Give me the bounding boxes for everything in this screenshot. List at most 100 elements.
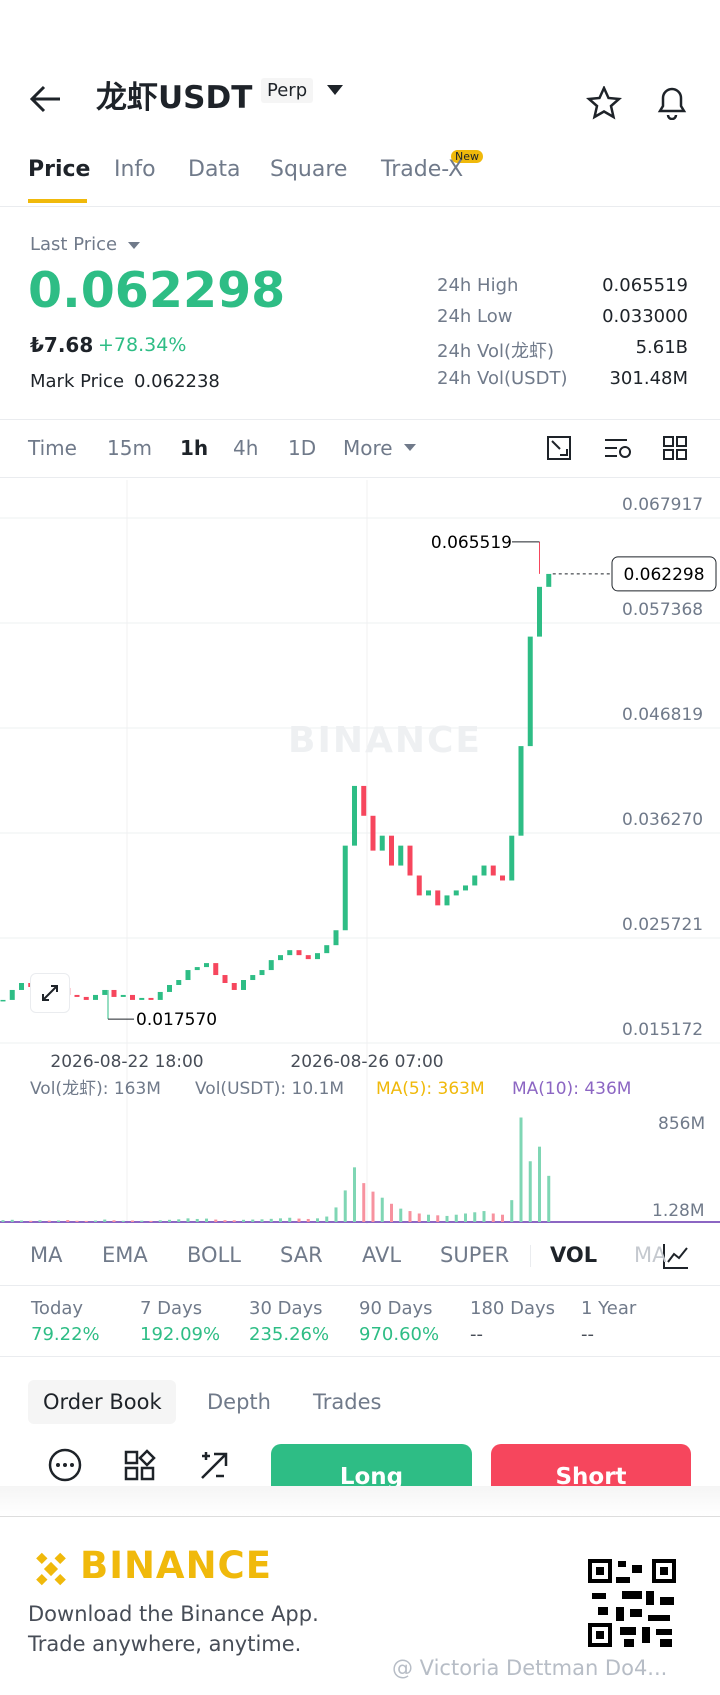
- candle: [361, 785, 367, 816]
- timeframe[interactable]: 1D: [288, 436, 317, 460]
- volume-bar: [353, 1167, 356, 1222]
- volume-bar: [260, 1219, 264, 1222]
- candle: [537, 586, 542, 637]
- candle: [0, 999, 6, 1002]
- candle: [518, 746, 524, 836]
- volume-bar: [491, 1213, 495, 1222]
- indicator[interactable]: AVL: [362, 1243, 402, 1267]
- volume-bar: [103, 1219, 107, 1222]
- return-label: Today: [31, 1298, 84, 1319]
- candle: [490, 865, 496, 876]
- volume-bar: [195, 1218, 199, 1222]
- return-value: 235.26%: [249, 1324, 330, 1345]
- return-label: 7 Days: [140, 1298, 203, 1319]
- volume-bar: [380, 1197, 384, 1222]
- candle: [444, 895, 450, 906]
- candle: [74, 994, 80, 997]
- indicator[interactable]: VOL: [550, 1243, 598, 1267]
- back-icon[interactable]: [28, 84, 64, 114]
- candle: [185, 970, 191, 981]
- stat-label: 24h Vol(USDT): [437, 368, 568, 389]
- timeframe[interactable]: 4h: [233, 436, 259, 460]
- volume-bar: [10, 1219, 14, 1222]
- volume-bar: [528, 1161, 532, 1222]
- tab[interactable]: Info: [114, 157, 156, 182]
- candle: [398, 845, 404, 866]
- volume-bar: [390, 1203, 393, 1222]
- chart-tools[interactable]: [546, 434, 706, 464]
- volume-bar: [205, 1218, 208, 1222]
- book-tab[interactable]: Trades: [313, 1390, 382, 1414]
- volume-bar: [316, 1218, 319, 1222]
- volume-bar: [427, 1214, 430, 1222]
- last-price-label[interactable]: Last Price: [30, 234, 118, 255]
- stat-value: 301.48M: [609, 368, 688, 389]
- book-tab[interactable]: Depth: [207, 1390, 271, 1414]
- divider: [0, 419, 720, 420]
- volume-bar: [94, 1220, 97, 1222]
- candle: [500, 875, 505, 881]
- candle: [111, 989, 117, 997]
- long-button[interactable]: Long: [271, 1444, 472, 1486]
- candle: [278, 955, 283, 961]
- volume-bar: [251, 1219, 255, 1222]
- indicator[interactable]: EMA: [102, 1243, 148, 1267]
- indicator-settings-icon[interactable]: [662, 1242, 690, 1270]
- volume-bar: [399, 1208, 403, 1222]
- candle: [527, 636, 533, 747]
- volume-bar: [66, 1220, 70, 1222]
- timeframe[interactable]: 1h: [180, 436, 209, 460]
- mark-price-label: Mark Price: [30, 371, 125, 392]
- star-icon[interactable]: [586, 86, 622, 120]
- candle: [213, 963, 219, 976]
- return-label: 90 Days: [359, 1298, 433, 1319]
- footer-line: Download the Binance App.: [28, 1602, 319, 1626]
- return-value: 192.09%: [140, 1324, 221, 1345]
- tab[interactable]: Data: [188, 157, 241, 182]
- candle: [130, 994, 135, 1000]
- timeframe[interactable]: 15m: [107, 436, 152, 460]
- return-value: --: [470, 1324, 483, 1345]
- volume-bar: [1, 1220, 5, 1222]
- indicator[interactable]: BOLL: [187, 1243, 241, 1267]
- stat-value: 5.61B: [635, 337, 688, 358]
- tab[interactable]: Price: [28, 157, 91, 182]
- volume-bar: [510, 1200, 514, 1222]
- last-price-box: [611, 556, 717, 592]
- timeframe[interactable]: More: [343, 436, 393, 460]
- dropdown-icon: [128, 242, 140, 249]
- volume-bar: [29, 1220, 33, 1222]
- volume-bar: [38, 1220, 42, 1222]
- short-button[interactable]: Short: [491, 1444, 691, 1486]
- new-badge: New: [451, 150, 483, 163]
- indicator[interactable]: MA: [634, 1243, 667, 1267]
- action-icons[interactable]: [48, 1448, 248, 1484]
- perp-badge: Perp: [261, 78, 314, 103]
- indicator[interactable]: MA: [30, 1243, 63, 1267]
- high-label: 0.065519: [431, 533, 512, 553]
- expand-button[interactable]: [30, 973, 70, 1013]
- volume-bar: [57, 1220, 60, 1222]
- candle: [157, 991, 163, 1000]
- vol-tick-label: 856M: [658, 1114, 705, 1134]
- candle: [426, 890, 431, 896]
- candle: [435, 890, 441, 906]
- indicator[interactable]: SAR: [280, 1243, 323, 1267]
- bell-icon[interactable]: [654, 84, 690, 120]
- candle: [259, 970, 265, 976]
- y-tick-label: 0.015172: [622, 1020, 703, 1040]
- volume-bar: [47, 1220, 51, 1222]
- fade: [0, 1486, 720, 1516]
- volume-bar: [84, 1220, 88, 1222]
- book-tab[interactable]: Order Book: [43, 1390, 162, 1414]
- dropdown-icon[interactable]: [326, 84, 344, 96]
- credit: @ Victoria Dettman Do4...: [392, 1656, 668, 1680]
- candle: [148, 997, 154, 1000]
- tab[interactable]: Trade-X: [381, 157, 464, 182]
- candle: [268, 960, 274, 971]
- tab[interactable]: Square: [270, 157, 348, 182]
- vol-tick-label: 1.28M: [652, 1201, 705, 1221]
- indicator[interactable]: SUPER: [440, 1243, 510, 1267]
- timeframe[interactable]: Time: [28, 436, 77, 460]
